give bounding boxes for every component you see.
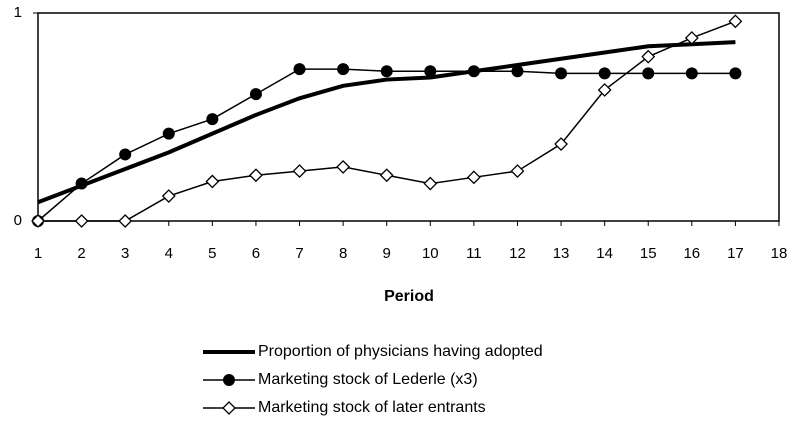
x-tick-label: 4 (165, 245, 173, 262)
data-point (249, 168, 263, 183)
data-point (641, 49, 656, 64)
x-axis-label: Period (384, 288, 434, 305)
data-point (424, 65, 437, 78)
series-line (37, 68, 736, 222)
data-point (118, 214, 133, 228)
data-point (337, 63, 350, 76)
data-point (336, 160, 351, 174)
x-tick-label: 1 (34, 245, 42, 262)
data-point (510, 164, 525, 178)
data-point (511, 65, 524, 78)
legend-marker (223, 374, 235, 386)
data-point (161, 189, 176, 203)
x-tick-label: 3 (121, 245, 129, 262)
x-tick-label: 5 (208, 245, 216, 262)
data-point (598, 67, 611, 80)
x-tick-label: 15 (640, 245, 657, 262)
x-tick-label: 7 (295, 245, 303, 262)
x-tick-label: 11 (466, 245, 482, 262)
legend-label: Marketing stock of Lederle (x3) (258, 371, 478, 388)
legend-marker (222, 401, 236, 415)
data-point (379, 168, 394, 183)
legend-label: Proportion of physicians having adopted (258, 343, 543, 360)
x-tick-label: 17 (727, 245, 744, 262)
x-tick-label: 18 (771, 245, 788, 262)
x-tick-label: 2 (77, 245, 85, 262)
data-point (466, 170, 481, 185)
x-tick-label: 10 (422, 245, 439, 262)
series-line (37, 40, 736, 205)
data-point (423, 176, 438, 191)
data-point (162, 127, 175, 140)
y-tick-label: 1 (14, 4, 22, 21)
x-tick-label: 13 (553, 245, 570, 262)
data-point (249, 88, 262, 101)
x-tick-label: 6 (252, 245, 260, 262)
data-point (292, 164, 307, 178)
data-point (75, 177, 88, 190)
data-point (684, 31, 699, 45)
data-point (119, 148, 132, 161)
data-point (685, 67, 698, 80)
data-point (467, 65, 480, 78)
series-line (38, 20, 736, 222)
x-tick-label: 16 (683, 245, 700, 262)
x-tick-label: 14 (596, 245, 613, 262)
legend-label: Marketing stock of later entrants (258, 399, 486, 416)
data-point (380, 65, 393, 78)
y-tick-label: 0 (14, 212, 22, 229)
data-point (642, 67, 655, 80)
data-point (31, 214, 45, 228)
data-point (597, 83, 612, 97)
data-point (206, 113, 219, 126)
data-point (554, 137, 568, 151)
data-point (205, 174, 220, 189)
data-point (728, 14, 743, 29)
data-point (555, 67, 568, 80)
data-point (293, 63, 306, 76)
x-tick-label: 9 (383, 245, 391, 262)
plot-area (37, 12, 780, 222)
data-point (729, 67, 742, 80)
x-tick-label: 8 (339, 245, 347, 262)
x-tick-label: 12 (509, 245, 526, 262)
data-point (74, 214, 89, 228)
